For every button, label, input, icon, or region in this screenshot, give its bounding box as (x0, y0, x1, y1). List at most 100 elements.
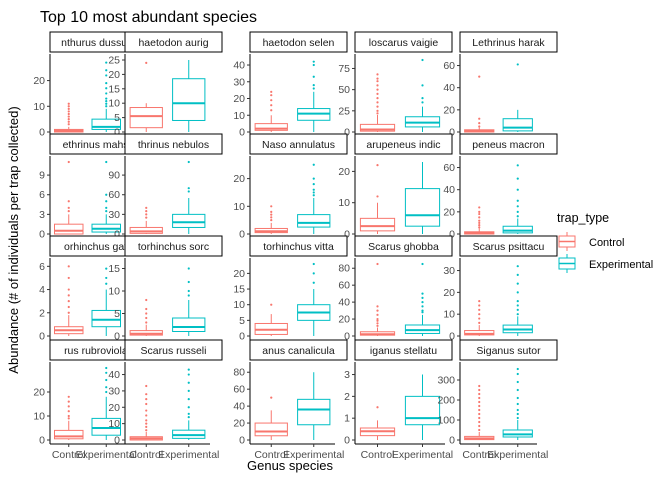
x-tick-label: Control (52, 449, 86, 461)
outlier-point (376, 164, 379, 167)
outlier-point (516, 299, 519, 303)
outlier-point (312, 183, 315, 186)
facet-strip-label: ethrinus mahse (63, 139, 135, 151)
y-tick-label: 0 (114, 331, 120, 343)
outlier-point (145, 422, 148, 425)
box-experimental (404, 395, 441, 426)
y-tick-label: 40 (233, 401, 245, 413)
facet-strip-label: loscarus vaigie (369, 37, 439, 49)
outlier-point (478, 321, 481, 325)
box-experimental (297, 398, 331, 426)
outlier-point (376, 322, 379, 325)
y-tick-label: 9 (39, 170, 45, 182)
y-tick-label: 10 (443, 309, 455, 321)
outlier-point (187, 190, 190, 193)
y-tick-label: 0 (239, 229, 245, 241)
facet-strip (459, 339, 558, 361)
y-tick-label: 20 (33, 387, 45, 399)
outlier-point (478, 404, 481, 408)
facet-panel: Naso annulatus 0 10 20 (233, 133, 348, 241)
y-tick-label: 20 (443, 287, 455, 299)
facet-strip-label: Naso annulatus (262, 139, 335, 151)
box-control (129, 107, 163, 129)
outlier-point (478, 308, 481, 311)
outlier-point (478, 416, 481, 420)
outlier-point (270, 90, 273, 93)
facet-strip (124, 235, 223, 257)
outlier-point (67, 107, 70, 110)
outlier-point (516, 63, 519, 66)
outlier-point (145, 384, 148, 388)
outlier-point (516, 265, 519, 268)
outlier-point (376, 112, 379, 115)
x-tick-label: Control (254, 449, 288, 461)
outlier-point (516, 408, 519, 412)
outlier-point (421, 101, 424, 104)
outlier-point (67, 300, 70, 303)
x-tick-label: Experimental (487, 449, 548, 461)
y-tick-label: 0 (344, 331, 350, 343)
y-tick-label: 0 (449, 435, 455, 447)
y-tick-label: 40 (338, 297, 350, 309)
outlier-point (270, 94, 273, 97)
facet-strip (354, 133, 453, 155)
outlier-point (516, 412, 519, 416)
outlier-point (67, 265, 70, 268)
outlier-point (67, 294, 70, 297)
outlier-point (145, 213, 148, 216)
y-tick-label: 0 (344, 229, 350, 241)
outlier-point (516, 177, 519, 180)
outlier-point (478, 408, 481, 412)
box-experimental (502, 225, 533, 234)
outlier-point (145, 419, 148, 422)
y-tick-label: 10 (108, 418, 120, 430)
outlier-point (478, 117, 481, 120)
outlier-point (105, 276, 108, 280)
outlier-point (105, 386, 108, 389)
outlier-point (105, 206, 108, 209)
outlier-point (516, 372, 519, 376)
outlier-point (478, 210, 481, 213)
outlier-point (105, 390, 108, 394)
box-control (54, 429, 84, 440)
y-tick-label: 6 (39, 261, 45, 273)
outlier-point (67, 110, 70, 113)
y-tick-label: 20 (233, 173, 245, 185)
outlier-point (187, 160, 190, 164)
y-tick-label: 20 (108, 402, 120, 414)
outlier-point (187, 267, 190, 270)
outlier-point (187, 389, 190, 393)
facet-panel: thrinus nebulos 0 30 60 90 (108, 133, 223, 241)
y-tick-label: 60 (233, 384, 245, 396)
outlier-point (105, 100, 108, 103)
y-tick-label: 60 (443, 162, 455, 174)
outlier-point (312, 87, 315, 90)
outlier-point (105, 105, 108, 108)
y-tick-label: 100 (437, 415, 455, 427)
outlier-point (105, 74, 108, 77)
y-tick-label: 2 (39, 307, 45, 319)
outlier-point (312, 188, 315, 191)
facet-panel: Scarus ghobba 0 20 40 60 80 (338, 235, 453, 343)
y-tick-label: 20 (108, 69, 120, 81)
outlier-point (145, 312, 148, 315)
facet-strip-label: nthurus dussum (61, 37, 136, 49)
outlier-point (187, 406, 190, 409)
x-tick-label: Control (129, 449, 163, 461)
outlier-point (376, 317, 379, 321)
y-tick-label: 3 (344, 369, 350, 381)
outlier-point (478, 412, 481, 416)
box-experimental (91, 309, 121, 328)
outlier-point (478, 219, 481, 222)
outlier-point (270, 109, 273, 112)
y-tick-label: 20 (338, 314, 350, 326)
outlier-point (421, 301, 424, 304)
outlier-point (105, 371, 108, 374)
outlier-point (67, 400, 70, 403)
facet-panel: ethrinus mahse 0 3 6 9 (39, 133, 148, 241)
facet-strip-label: Scarus ghobba (368, 241, 439, 253)
facet-panel: Scarus russeli 0 10 20 30 40 ControlExperiment… (108, 339, 223, 461)
y-tick-label: 60 (338, 280, 350, 292)
outlier-point (105, 193, 108, 196)
y-tick-label: 40 (443, 184, 455, 196)
